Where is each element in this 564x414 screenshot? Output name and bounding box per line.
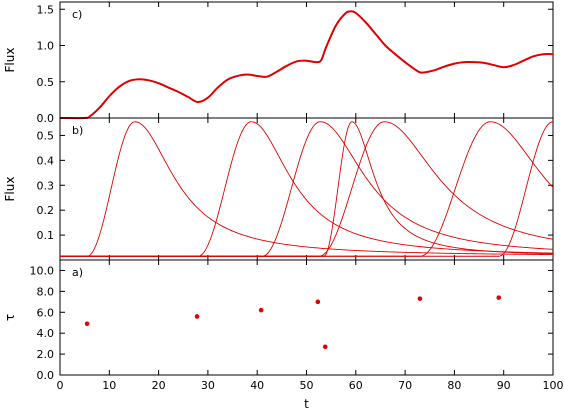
pulse-line (60, 121, 553, 257)
series-line (59, 10, 554, 120)
scatter-point (258, 307, 264, 313)
scatter-point (417, 296, 423, 301)
y-tick-label: 1.5 (37, 3, 55, 16)
panel-label: c) (72, 8, 82, 21)
scatter-point (322, 344, 328, 350)
x-tick-label: 20 (152, 379, 166, 392)
y-tick-label: 0.0 (37, 369, 55, 382)
pulse-line (60, 121, 553, 257)
x-tick-label: 50 (300, 379, 314, 392)
y-tick-label: 0.4 (37, 154, 55, 167)
pulse-line (60, 121, 553, 257)
y-tick-label: 10.0 (30, 264, 55, 277)
x-tick-label: 10 (102, 379, 116, 392)
panel-1: b) 0.1 0.2 0.3 0.4 0.5 Flux (3, 117, 554, 261)
y-tick-label: 4.0 (37, 327, 55, 340)
panel-label: a) (72, 266, 83, 279)
scatter-point (315, 299, 321, 305)
y-tick-label: 0.0 (37, 112, 55, 125)
y-tick-label: 6.0 (37, 306, 55, 319)
y-tick-label: 0.5 (37, 76, 55, 89)
panel-label: b) (72, 124, 83, 137)
pulse-line (60, 121, 553, 257)
x-tick-label: 70 (398, 379, 412, 392)
y-tick-label: 0.1 (37, 229, 55, 242)
x-tick-label: 90 (497, 379, 511, 392)
panel-0: c) 0.0 0.5 1.0 1.5 Flux (3, 1, 554, 125)
y-tick-label: 8.0 (37, 285, 55, 298)
y-axis-label: Flux (3, 177, 17, 202)
y-tick-label: 0.5 (37, 129, 55, 142)
y-tick-label: 1.0 (37, 40, 55, 53)
y-tick-label: 2.0 (37, 348, 55, 361)
pulse-line (60, 121, 553, 257)
pulse-line (60, 121, 553, 257)
x-tick-label: 40 (250, 379, 264, 392)
x-tick-label: 100 (543, 379, 564, 392)
x-axis-label: t (304, 397, 309, 411)
x-tick-label: 60 (349, 379, 363, 392)
panel-2: a) 0 10 20 30 40 50 60 70 80 90 100 0.0 2.0 4.0 6.0 8.0 1… (3, 259, 564, 411)
x-tick-label: 0 (57, 379, 64, 392)
y-axis-label: τ (3, 314, 17, 321)
x-tick-label: 30 (201, 379, 215, 392)
y-axis-label: Flux (3, 48, 17, 73)
scatter-point (194, 314, 200, 319)
scatter-point (84, 321, 90, 327)
scatter-point (496, 295, 502, 300)
pulse-line (60, 121, 553, 257)
plot-frame (59, 259, 554, 376)
x-tick-label: 80 (447, 379, 461, 392)
y-tick-label: 0.2 (37, 204, 55, 217)
y-tick-label: 0.3 (37, 179, 55, 192)
